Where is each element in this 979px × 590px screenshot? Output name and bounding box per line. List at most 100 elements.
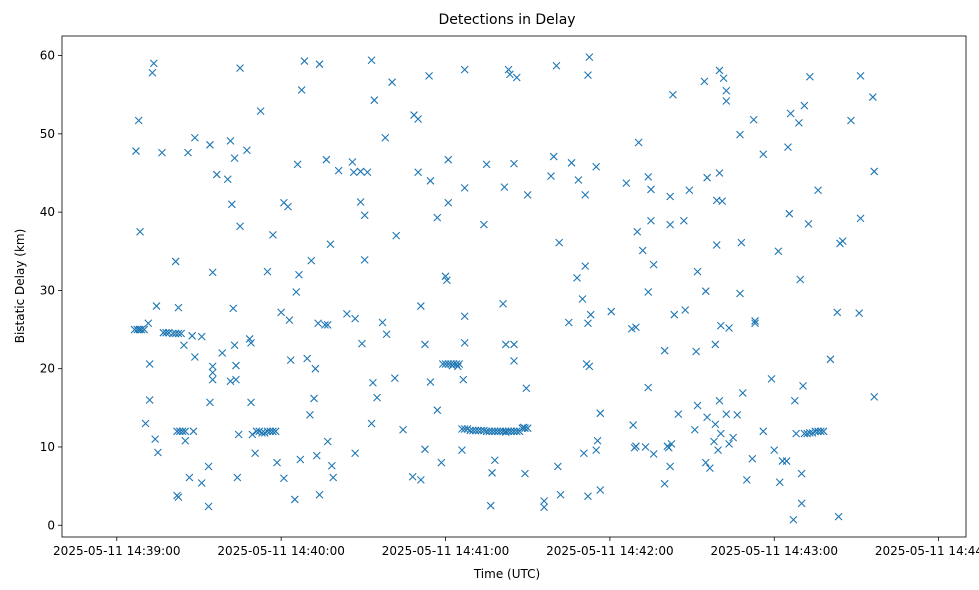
- data-point: [243, 146, 251, 155]
- data-point: [488, 427, 496, 436]
- x-tick-label: 2025-05-11 14:43:00: [711, 544, 838, 558]
- data-point: [271, 427, 280, 436]
- data-point: [504, 427, 513, 436]
- x-tick-label: 2025-05-11 14:41:00: [382, 544, 509, 558]
- data-point: [578, 295, 587, 303]
- data-point: [442, 276, 451, 285]
- data-point: [136, 227, 144, 236]
- data-point: [775, 478, 784, 487]
- data-point: [556, 490, 565, 499]
- x-axis-label: Time (UTC): [473, 567, 540, 581]
- data-point: [188, 331, 197, 340]
- data-point: [722, 86, 731, 95]
- data-point: [141, 419, 150, 428]
- data-point: [348, 158, 357, 166]
- data-point: [715, 396, 724, 405]
- data-point: [326, 240, 335, 249]
- data-point: [229, 304, 238, 313]
- data-point: [644, 173, 653, 181]
- data-point: [162, 328, 170, 337]
- data-point: [486, 501, 495, 510]
- data-point: [329, 473, 338, 482]
- data-point: [149, 59, 158, 68]
- data-point: [373, 393, 381, 402]
- data-point: [692, 347, 701, 356]
- data-point: [323, 437, 332, 446]
- data-point: [649, 450, 658, 458]
- data-point: [230, 154, 239, 163]
- data-point: [510, 427, 518, 436]
- data-point: [388, 78, 396, 87]
- data-point: [510, 356, 518, 365]
- data-point: [466, 426, 475, 435]
- data-point: [714, 446, 722, 454]
- data-point: [644, 288, 653, 296]
- data-point: [256, 107, 265, 116]
- data-point: [159, 328, 168, 337]
- data-point: [174, 303, 183, 312]
- data-point: [399, 425, 407, 434]
- data-point: [584, 71, 592, 80]
- y-axis: 0 10 20 30 40 50 60: [40, 49, 62, 532]
- data-point: [285, 316, 294, 325]
- data-point: [479, 220, 488, 229]
- data-point: [512, 427, 521, 436]
- data-point: [499, 299, 507, 308]
- data-point: [564, 318, 573, 327]
- data-point: [356, 167, 365, 176]
- data-point: [785, 209, 794, 218]
- data-point: [204, 462, 213, 471]
- data-point: [414, 168, 423, 177]
- data-point: [814, 427, 822, 436]
- data-point: [573, 274, 581, 282]
- data-point: [834, 512, 843, 521]
- data-point: [158, 148, 166, 157]
- data-point: [552, 61, 561, 70]
- data-point: [701, 458, 710, 467]
- data-point: [592, 162, 601, 171]
- data-point: [232, 375, 240, 384]
- data-point: [622, 179, 631, 188]
- data-point: [321, 320, 329, 329]
- data-point: [208, 375, 217, 384]
- data-point: [206, 140, 214, 149]
- data-point: [629, 421, 638, 429]
- data-point: [189, 427, 198, 436]
- data-point: [356, 198, 365, 206]
- data-point: [719, 74, 728, 83]
- data-point: [437, 458, 446, 467]
- data-point: [312, 451, 321, 460]
- data-point: [742, 475, 751, 484]
- data-point: [485, 427, 494, 436]
- data-point: [666, 192, 675, 201]
- data-point: [223, 175, 232, 184]
- data-point: [290, 495, 299, 504]
- data-point: [584, 319, 592, 328]
- data-point: [474, 426, 483, 435]
- data-point: [314, 319, 323, 328]
- data-point: [490, 427, 499, 436]
- data-point: [460, 183, 469, 192]
- y-tick-label: 50: [40, 127, 55, 141]
- data-point: [725, 324, 733, 332]
- data-point: [334, 166, 343, 175]
- data-point: [433, 406, 442, 415]
- data-point: [382, 330, 391, 339]
- data-point: [300, 57, 309, 65]
- data-point: [252, 427, 261, 436]
- data-point: [488, 468, 496, 477]
- data-point: [171, 257, 180, 266]
- data-point: [596, 409, 605, 418]
- data-point: [175, 427, 184, 436]
- data-point: [749, 115, 758, 124]
- data-point: [208, 368, 217, 377]
- data-point: [169, 329, 177, 338]
- data-point: [137, 325, 146, 334]
- data-point: [607, 307, 616, 316]
- data-point: [789, 515, 798, 524]
- data-point: [811, 427, 820, 436]
- data-point: [315, 60, 324, 69]
- data-point: [343, 310, 351, 318]
- data-point: [263, 427, 272, 436]
- data-point: [540, 503, 549, 512]
